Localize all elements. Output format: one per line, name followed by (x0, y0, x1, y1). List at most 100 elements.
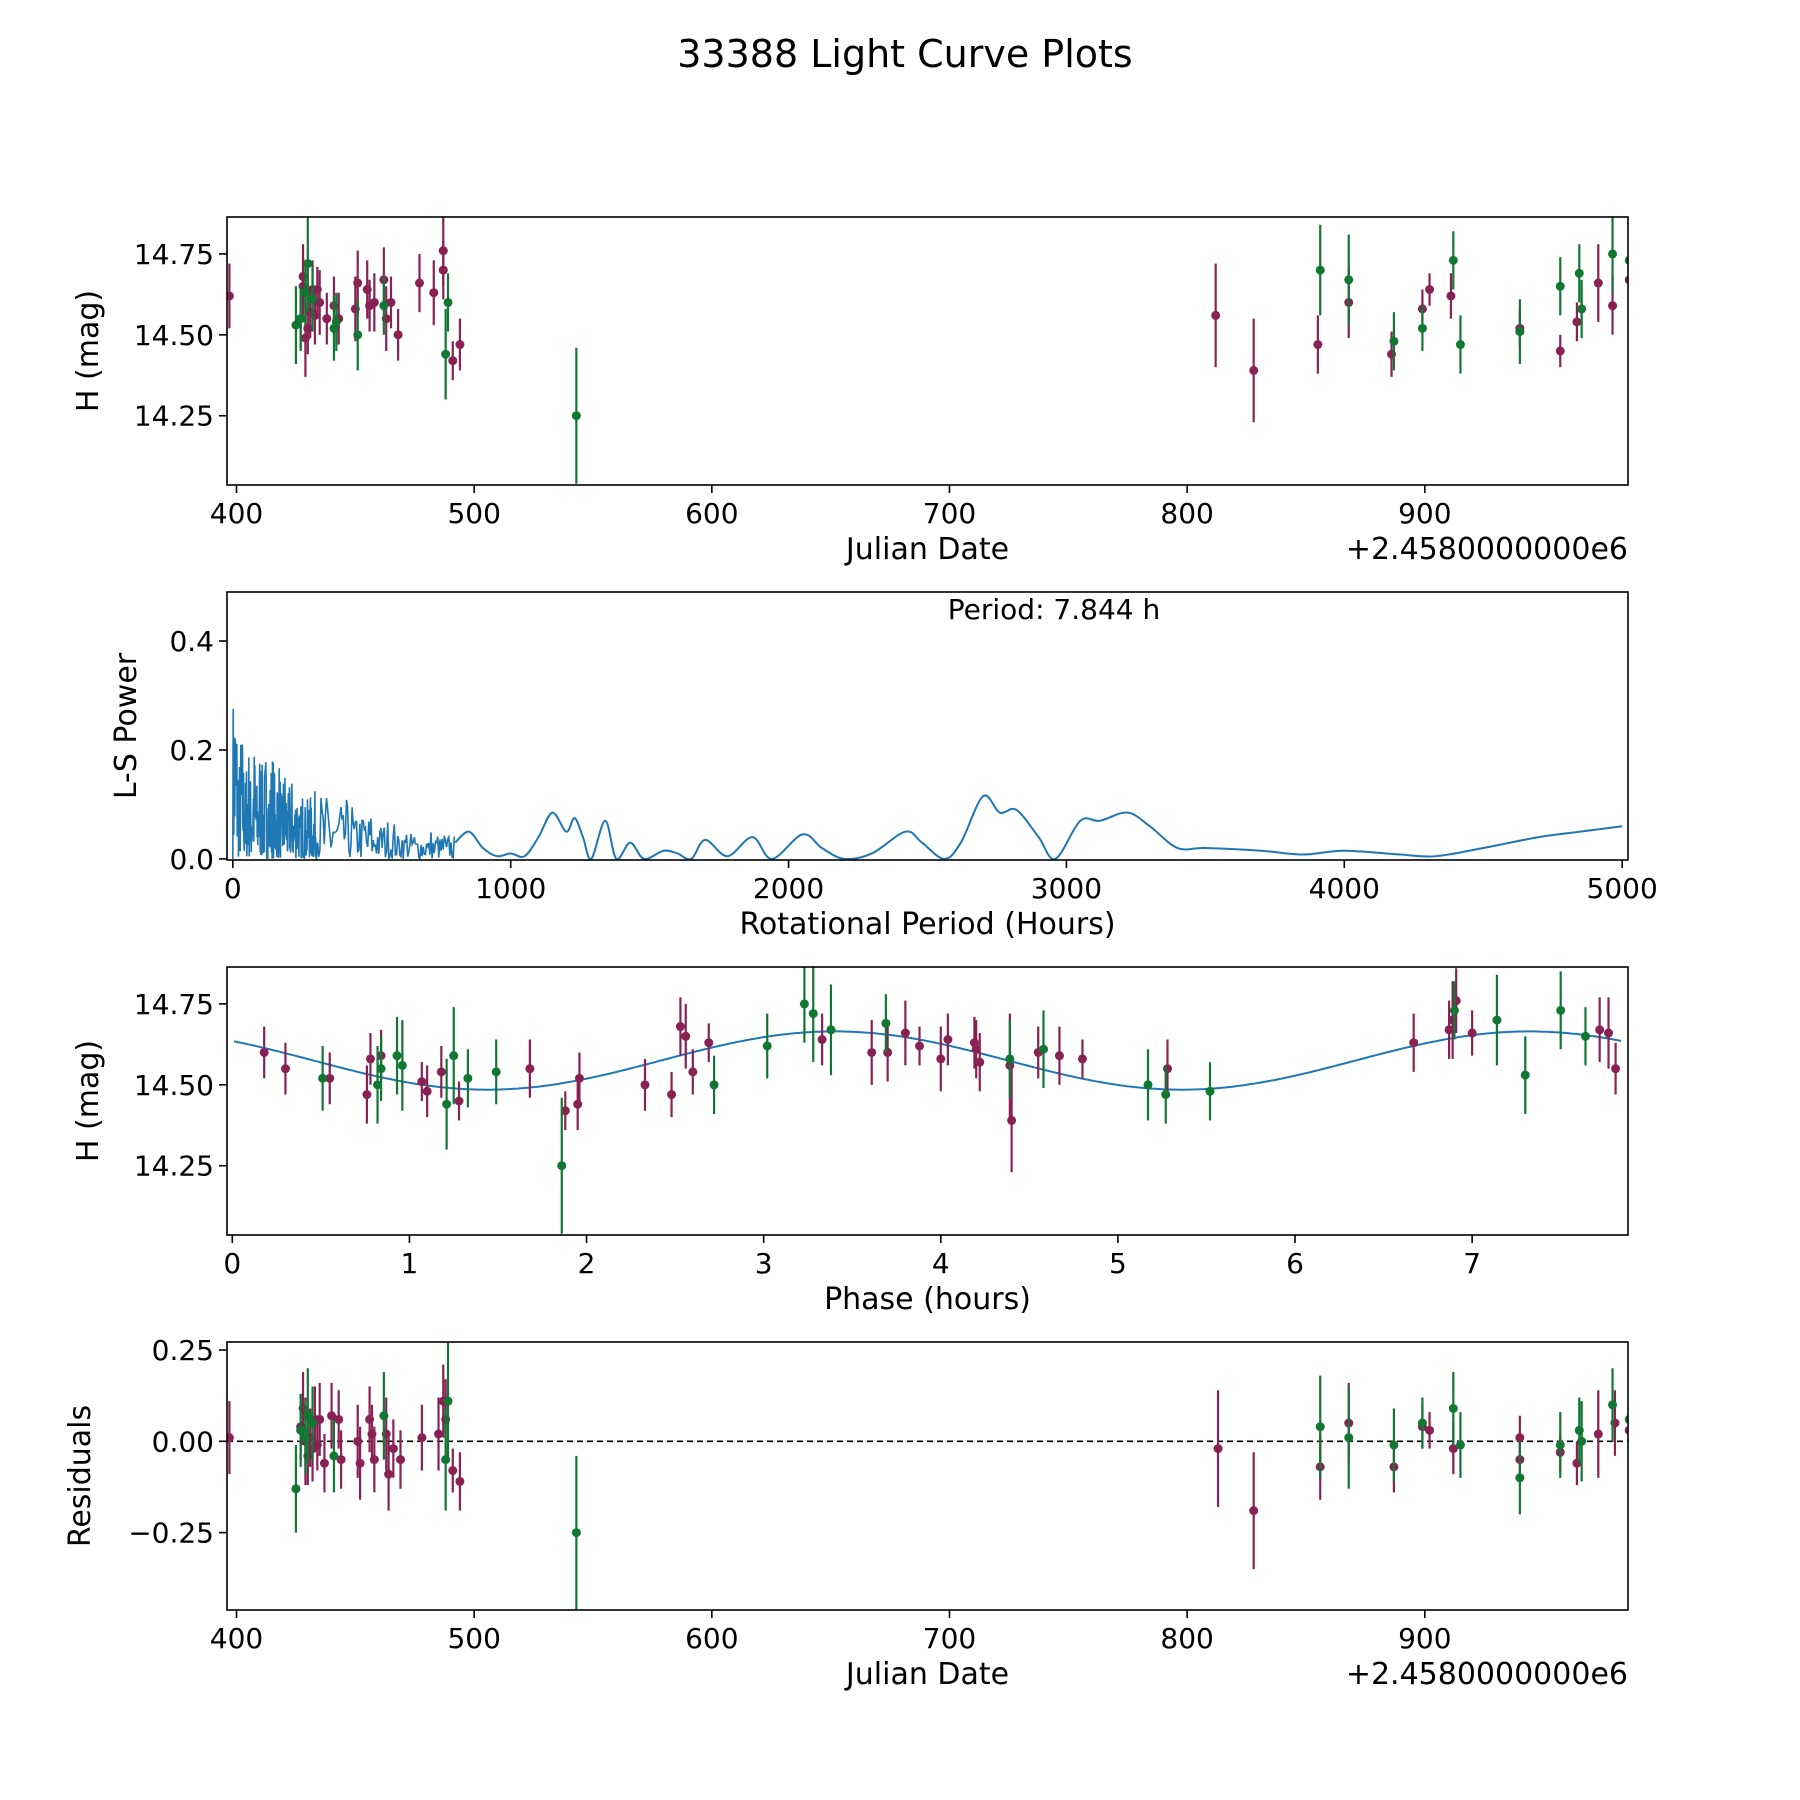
data-point (369, 297, 379, 307)
data-point (1205, 1086, 1215, 1096)
data-point (303, 259, 313, 269)
data-point (291, 320, 301, 330)
data-point (1425, 1425, 1435, 1435)
data-point (1417, 1418, 1427, 1428)
x-axis-label: Julian Date (844, 1657, 1009, 1692)
data-point (1577, 1436, 1587, 1446)
data-point (1315, 1422, 1325, 1432)
panel-residuals: 400 500 600 700 800 900 −0.25 0.00 0.25 Julian Da… (63, 1334, 1629, 1692)
data-point (463, 1073, 473, 1083)
plot-area (227, 217, 1628, 484)
data-point (1448, 255, 1458, 265)
data-point (417, 1077, 427, 1087)
data-point (296, 1425, 306, 1435)
data-point (449, 1051, 459, 1061)
data-point (227, 291, 234, 301)
data-point (900, 1028, 910, 1038)
data-point (303, 1411, 313, 1421)
x-axis-label: Rotational Period (Hours) (739, 907, 1115, 942)
y-tick-label: 0.00 (152, 1425, 214, 1458)
data-point (1077, 1054, 1087, 1064)
data-point (1425, 285, 1435, 295)
data-point (1449, 1005, 1459, 1015)
data-point (325, 1073, 335, 1083)
data-point (379, 1411, 389, 1421)
data-point (1515, 327, 1525, 337)
data-point (573, 1099, 583, 1109)
axes-frame (226, 966, 1629, 1236)
data-point (808, 1009, 818, 1019)
data-point (1611, 1064, 1621, 1074)
panel-periodogram: Period: 7.844 h 0 1000 2000 3000 4000 5000 0.0 0… (109, 591, 1658, 942)
y-tick-label: 0.0 (169, 843, 214, 876)
data-point (1572, 317, 1582, 327)
periodogram-low-period (232, 708, 456, 860)
data-point (1595, 1025, 1605, 1035)
data-point (1249, 365, 1259, 375)
y-axis-label: Residuals (63, 1405, 98, 1547)
data-point (442, 1099, 452, 1109)
data-point (709, 1080, 719, 1090)
data-point (448, 1466, 458, 1476)
x-tick-label: 600 (685, 497, 738, 530)
data-point (762, 1041, 772, 1051)
data-point (799, 999, 809, 1009)
data-point (1315, 265, 1325, 275)
x-axis-label: Julian Date (844, 532, 1009, 567)
data-point (867, 1047, 877, 1057)
panel-light-curve: 400 500 600 700 800 900 14.25 14.50 14.75 Julian … (71, 216, 1629, 567)
data-point (441, 349, 451, 359)
data-point (1593, 278, 1603, 288)
data-point (448, 356, 458, 366)
x-tick-label: 5 (1109, 1247, 1127, 1280)
data-point (1556, 1005, 1566, 1015)
data-point (334, 1414, 344, 1424)
data-point (571, 411, 581, 421)
model-curve (233, 1030, 1622, 1091)
data-point (1624, 1426, 1628, 1435)
data-point (1555, 1440, 1565, 1450)
data-point (336, 1455, 346, 1465)
figure-title: 33388 Light Curve Plots (677, 32, 1132, 76)
data-point (1577, 304, 1587, 314)
data-point (355, 1458, 365, 1468)
y-tick-label: 0.4 (169, 625, 214, 658)
axes-frame (226, 1341, 1629, 1611)
data-point (1455, 1440, 1465, 1450)
x-tick-label: 400 (210, 1622, 263, 1655)
data-point (329, 1451, 339, 1461)
data-point (319, 1458, 329, 1468)
data-point (826, 1025, 836, 1035)
data-point (415, 278, 425, 288)
data-point (667, 1090, 677, 1100)
x-offset-text: +2.4580000000e6 (1346, 1657, 1628, 1692)
data-point (975, 1057, 985, 1067)
x-tick-label: 900 (1398, 497, 1451, 530)
plot-area (227, 1342, 1628, 1610)
data-point (881, 1018, 891, 1028)
data-point (1520, 1070, 1530, 1080)
data-point (1417, 323, 1427, 333)
y-tick-label: 0.25 (152, 1334, 214, 1367)
x-tick-label: 3 (755, 1247, 773, 1280)
data-point (1580, 1031, 1590, 1041)
data-point (1448, 1403, 1458, 1413)
period-annotation: Period: 7.844 h (948, 593, 1160, 626)
data-point (438, 246, 448, 256)
data-point (491, 1067, 501, 1077)
data-point (704, 1038, 714, 1048)
data-point (308, 1418, 318, 1428)
x-tick-label: 0 (224, 872, 242, 905)
data-point (395, 1455, 405, 1465)
data-point (1161, 1090, 1171, 1100)
data-point (259, 1047, 269, 1057)
data-point (386, 297, 396, 307)
y-axis-label: H (mag) (71, 290, 106, 412)
data-point (1467, 1028, 1477, 1038)
data-point (417, 1433, 427, 1443)
x-tick-label: 500 (447, 1622, 500, 1655)
data-point (291, 1484, 301, 1494)
data-point (1515, 1473, 1525, 1483)
y-axis-label: L-S Power (109, 652, 144, 799)
x-tick-label: 700 (923, 497, 976, 530)
